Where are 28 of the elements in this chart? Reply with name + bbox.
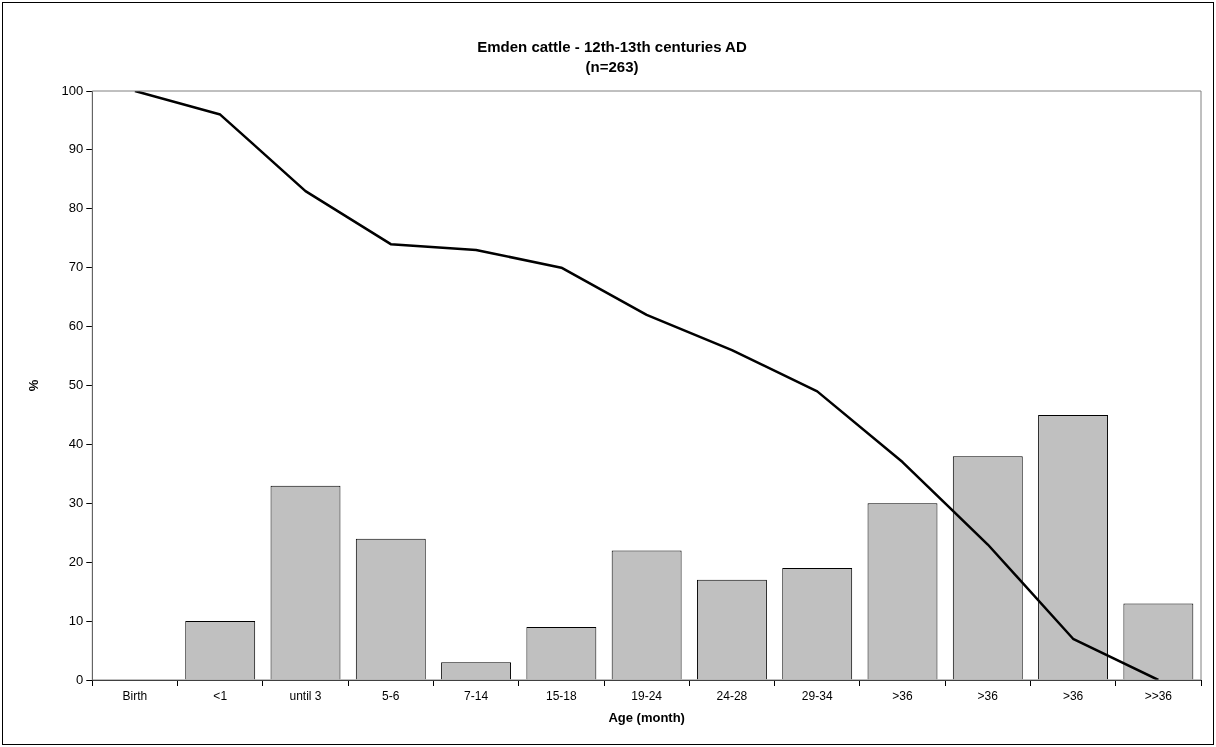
x-tick-label: >36 <box>1062 688 1084 703</box>
x-tick-label: 24-28 <box>716 688 748 703</box>
y-tick-label: 90 <box>68 141 84 157</box>
x-tick-label: 5-6 <box>382 688 400 703</box>
y-tick-label: 10 <box>68 612 84 628</box>
x-tick-label: 19-24 <box>631 688 663 703</box>
x-tick-label: 15-18 <box>546 688 578 703</box>
x-axis-title: Age (month) <box>608 709 685 725</box>
x-tick-label: >36 <box>977 688 999 703</box>
y-tick-label: 70 <box>68 259 84 275</box>
x-tick-label: >36 <box>892 688 913 703</box>
x-tick-label: Birth <box>122 688 148 703</box>
y-tick-label: 0 <box>76 671 84 687</box>
y-tick-label: 20 <box>68 553 84 569</box>
y-tick-label: 100 <box>61 82 84 98</box>
x-tick-label: 29-34 <box>801 688 833 703</box>
y-tick-label: 60 <box>68 318 84 334</box>
y-tick-label: 80 <box>68 200 84 216</box>
chart-subtitle: (n=263) <box>585 58 639 76</box>
x-tick-label: <1 <box>213 688 228 703</box>
y-axis-title: % <box>26 379 42 392</box>
y-tick-label: 50 <box>68 377 84 393</box>
x-tick-label: 7-14 <box>464 688 489 703</box>
x-tick-label: until 3 <box>289 688 322 703</box>
y-tick-label: 40 <box>68 435 84 451</box>
chart-title: Emden cattle - 12th-13th centuries AD <box>477 38 747 56</box>
x-tick-label: >>36 <box>1144 688 1173 703</box>
y-tick-label: 30 <box>68 494 84 510</box>
